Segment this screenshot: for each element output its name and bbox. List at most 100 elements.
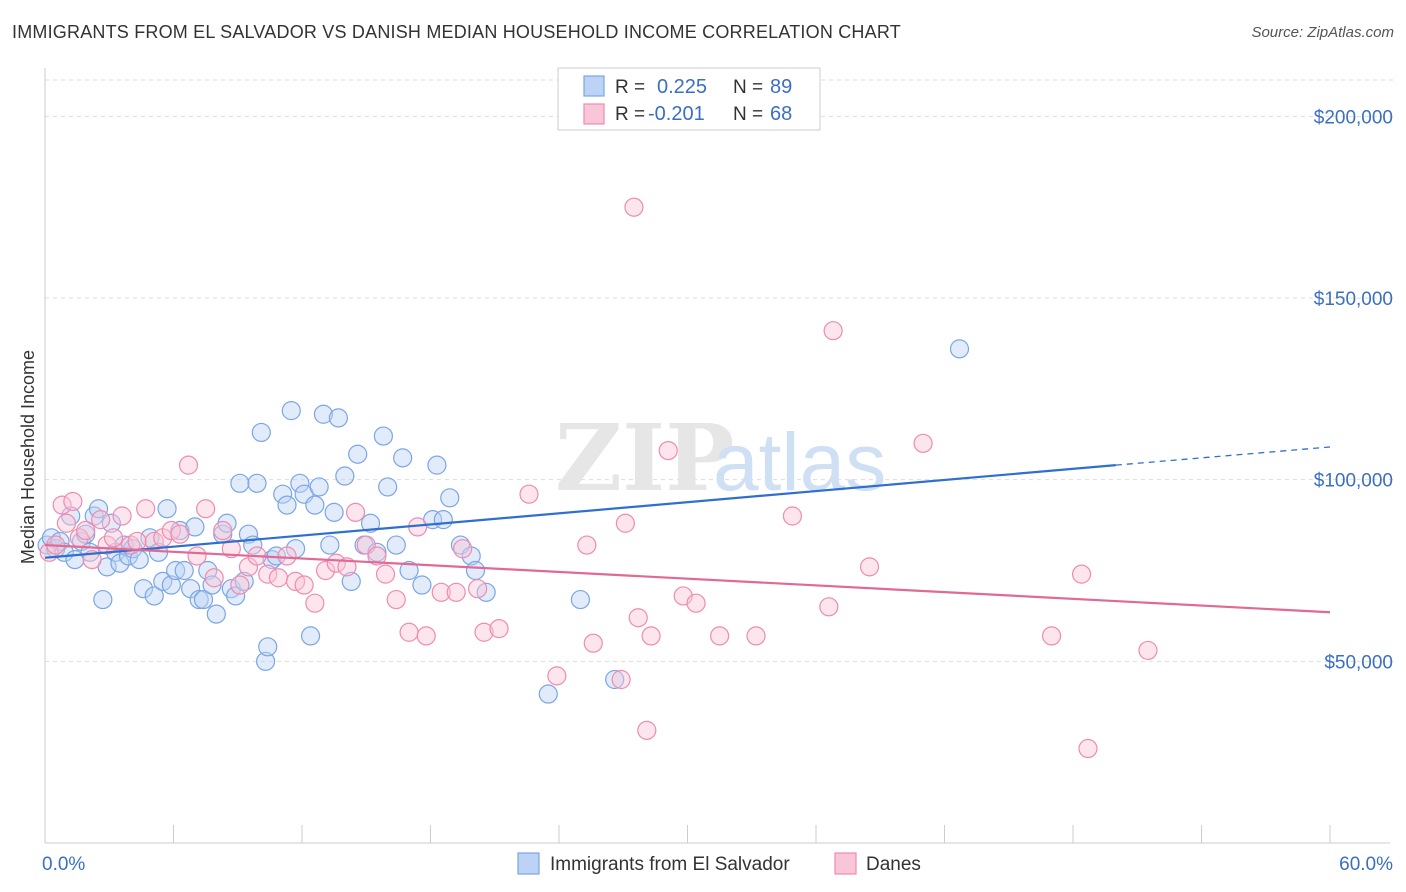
danes-point-13 [127,531,147,552]
el-salvador-point-35 [198,560,218,581]
danes-point-68 [1078,738,1098,759]
legend-swatch-pink [583,103,605,125]
el-salvador-point-42 [230,473,250,493]
danes-point-3 [56,513,77,533]
el-salvador-point-61 [313,404,334,424]
series-legend-label-1: Immigrants from El Salvador [550,854,790,875]
el-salvador-point-85 [605,669,625,690]
el-salvador-point-14 [101,513,121,533]
el-salvador-point-80 [440,488,460,508]
danes-point-24 [221,539,241,559]
danes-point-45 [431,582,451,602]
danes-point-47 [453,539,473,559]
danes-point-14 [136,499,156,519]
danes-point-73 [637,720,657,740]
series-legend-swatch-blue [517,852,540,875]
y-tick-label-3: $200,000 [1314,107,1393,128]
danes-point-11 [112,506,132,526]
danes-point-21 [196,499,216,519]
danes-point-37 [345,502,366,522]
danes-point-50 [489,619,509,639]
y-axis-title: Median Household Income [18,350,38,564]
trend-lines [44,446,1331,614]
el-salvador-point-79 [433,510,453,530]
x-tick-label-1: 60.0% [1339,854,1393,875]
el-salvador-point-63 [324,502,344,522]
danes-point-22 [204,568,224,588]
el-salvador-point-23 [144,586,164,606]
x-tick-labels: 0.0% 60.0% [42,854,1393,875]
el-salvador-point-12 [93,589,113,610]
el-salvador-point-62 [320,535,340,555]
legend-n-value-2: 68 [770,103,792,125]
danes-point-69 [1041,626,1062,646]
chart-title: IMMIGRANTS FROM EL SALVADOR VS DANISH ME… [12,22,901,42]
danes-point-70 [1138,640,1158,661]
danes-point-33 [305,593,325,613]
danes-point-61 [710,626,730,646]
el-salvador-point-56 [290,473,310,493]
el-salvador-point-46 [247,473,267,493]
el-salvador-point-69 [360,513,381,533]
watermark-zip: ZIP [555,404,734,512]
el-salvador-point-26 [157,499,177,519]
danes-point-51 [519,484,539,504]
series-legend-swatch-pink [834,852,857,875]
el-salvador-point-75 [399,560,419,581]
el-salvador-point-76 [412,575,432,595]
watermark-atlas: atlas [713,417,886,508]
legend-r-label-2: R = [615,104,645,125]
danes-point-49 [474,622,494,642]
danes-point-71 [624,197,644,217]
el-salvador-point-36 [202,575,222,595]
danes-point-52 [547,666,567,686]
el-salvador-point-44 [238,524,259,544]
danes-point-48 [468,579,488,599]
el-salvador-point-73 [386,535,406,555]
danes-point-28 [258,564,278,584]
el-salvador-point-88 [949,339,970,359]
danes-point-20 [187,546,207,566]
danes-point-4 [63,491,83,512]
danes-point-25 [230,575,250,595]
el-salvador-point-34 [193,589,214,610]
danes-point-67 [1071,564,1092,584]
danes-point-10 [103,528,124,548]
danes-point-56 [628,608,648,628]
legend-swatch-blue [583,75,605,97]
legend-r-label-1: R = [615,77,645,98]
danes-point-6 [76,520,96,541]
el-salvador-point-48 [255,651,276,671]
danes-point-53 [577,535,597,555]
danes-point-42 [399,622,419,642]
el-salvador-point-67 [348,444,368,464]
danes-point-34 [315,560,336,581]
el-salvador-point-83 [465,560,486,581]
series-legend: Immigrants from El Salvador Danes [517,852,921,875]
el-salvador-point-72 [378,477,398,497]
correlation-legend: R = 0.225 N = 89 R = -0.201 N = 68 [557,67,821,131]
el-salvador-point-30 [174,560,194,581]
danes-point-23 [213,520,233,541]
trend-line-el-salvador [44,464,1116,559]
series-el-salvador-points [37,339,970,704]
danes-point-8 [91,510,111,530]
el-salvador-point-58 [300,626,321,646]
el-salvador-point-64 [328,408,349,428]
danes-point-2 [52,495,72,515]
y-tick-label-2: $150,000 [1314,289,1393,310]
danes-point-46 [446,582,466,602]
el-salvador-point-41 [226,586,246,606]
danes-point-74 [819,597,839,617]
trend-line-danes [44,543,1331,614]
el-salvador-point-84 [538,684,558,704]
el-salvador-point-60 [309,477,329,497]
danes-point-65 [859,557,880,577]
danes-point-54 [583,633,603,653]
series-legend-label-2: Danes [866,854,921,875]
el-salvador-point-27 [161,575,181,595]
el-salvador-point-21 [133,579,154,599]
danes-point-72 [611,669,631,690]
el-salvador-point-71 [373,426,393,446]
